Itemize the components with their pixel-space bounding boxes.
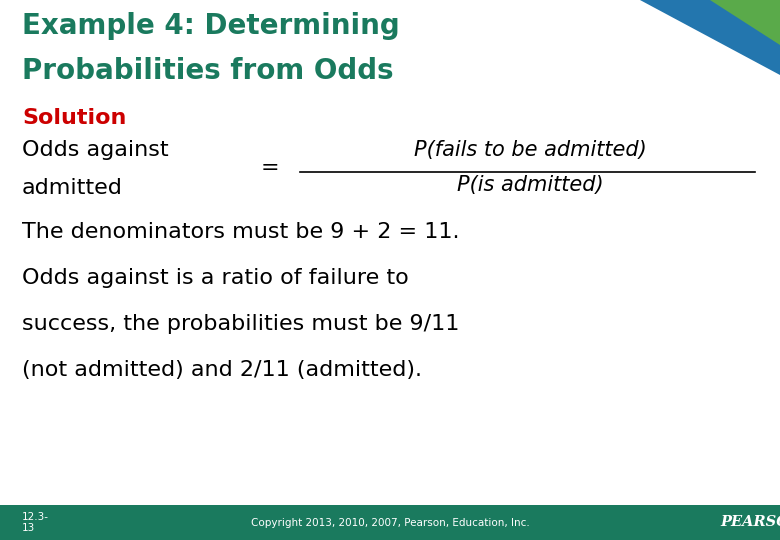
Text: Solution: Solution — [22, 108, 126, 128]
Text: Probabilities from Odds: Probabilities from Odds — [22, 57, 394, 85]
Text: (not admitted) and 2/11 (admitted).: (not admitted) and 2/11 (admitted). — [22, 360, 422, 380]
Text: Odds against: Odds against — [22, 140, 168, 160]
Text: =: = — [261, 158, 279, 178]
Polygon shape — [640, 0, 780, 75]
Text: Example 4: Determining: Example 4: Determining — [22, 12, 399, 40]
Text: 12.3-
13: 12.3- 13 — [22, 512, 49, 533]
Text: P(is admitted): P(is admitted) — [456, 175, 603, 195]
Polygon shape — [710, 0, 780, 45]
Text: P(fails to be admitted): P(fails to be admitted) — [413, 140, 647, 160]
Text: admitted: admitted — [22, 178, 123, 198]
Text: PEARSON: PEARSON — [721, 516, 780, 530]
Text: The denominators must be 9 + 2 = 11.: The denominators must be 9 + 2 = 11. — [22, 222, 459, 242]
Text: success, the probabilities must be 9/11: success, the probabilities must be 9/11 — [22, 314, 459, 334]
Bar — [0, 505, 780, 540]
Text: Copyright 2013, 2010, 2007, Pearson, Education, Inc.: Copyright 2013, 2010, 2007, Pearson, Edu… — [250, 517, 530, 528]
Text: Odds against is a ratio of failure to: Odds against is a ratio of failure to — [22, 268, 409, 288]
